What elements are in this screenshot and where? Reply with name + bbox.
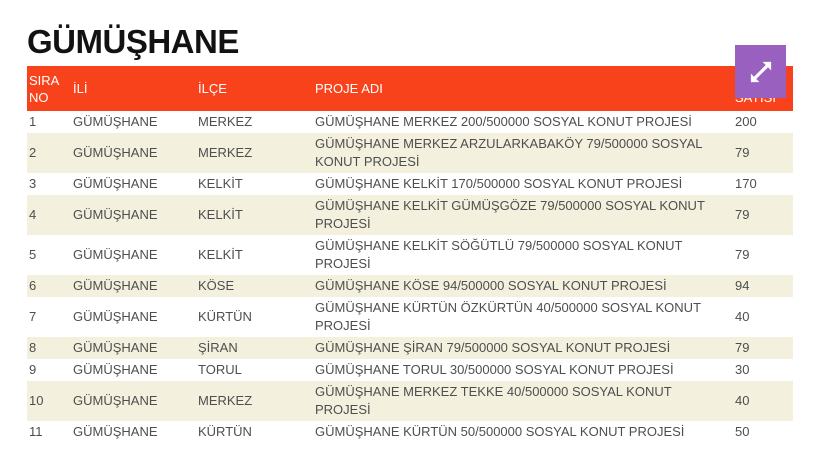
column-header-ili[interactable]: İLİ — [71, 66, 196, 111]
cell-konut-sayisi: 170 — [735, 176, 757, 191]
cell-ili: GÜMÜŞHANE — [73, 114, 158, 129]
column-header-proje-adi[interactable]: PROJE ADI — [313, 66, 731, 111]
cell-sira-no: 8 — [29, 340, 37, 355]
cell-proje-adi: GÜMÜŞHANE KÜRTÜN ÖZKÜRTÜN 40/500000 SOSY… — [315, 300, 701, 333]
cell-ili: GÜMÜŞHANE — [73, 424, 158, 439]
cell-proje-adi: GÜMÜŞHANE MERKEZ ARZULARKABAKÖY 79/50000… — [315, 136, 703, 169]
table-row[interactable]: 7 GÜMÜŞHANE KÜRTÜN GÜMÜŞHANE KÜRTÜN ÖZKÜ… — [27, 297, 793, 337]
cell-sira-no: 1 — [29, 114, 37, 129]
cell-proje-adi: GÜMÜŞHANE MERKEZ TEKKE 40/500000 SOSYAL … — [315, 384, 672, 417]
cell-sira-no: 4 — [29, 207, 37, 222]
cell-proje-adi: GÜMÜŞHANE KELKİT SÖĞÜTLÜ 79/500000 SOSYA… — [315, 238, 683, 271]
projects-table: SIRA NO İLİ İLÇE PROJE ADI KONUT SAYISI … — [27, 66, 793, 443]
cell-ilce: MERKEZ — [198, 114, 253, 129]
cell-ili: GÜMÜŞHANE — [73, 176, 158, 191]
table-row[interactable]: 6 GÜMÜŞHANE KÖSE GÜMÜŞHANE KÖSE 94/50000… — [27, 275, 793, 297]
cell-ilce: MERKEZ — [198, 145, 253, 160]
table-body: 1 GÜMÜŞHANE MERKEZ GÜMÜŞHANE MERKEZ 200/… — [27, 111, 793, 443]
table-row[interactable]: 8 GÜMÜŞHANE ŞİRAN GÜMÜŞHANE ŞİRAN 79/500… — [27, 337, 793, 359]
cell-konut-sayisi: 200 — [735, 114, 757, 129]
table-row[interactable]: 2 GÜMÜŞHANE MERKEZ GÜMÜŞHANE MERKEZ ARZU… — [27, 133, 793, 173]
cell-proje-adi: GÜMÜŞHANE KÜRTÜN 50/500000 SOSYAL KONUT … — [315, 424, 685, 439]
cell-konut-sayisi: 79 — [735, 207, 750, 222]
cell-proje-adi: GÜMÜŞHANE ŞİRAN 79/500000 SOSYAL KONUT P… — [315, 340, 671, 355]
cell-sira-no: 3 — [29, 176, 37, 191]
cell-konut-sayisi: 94 — [735, 278, 750, 293]
cell-ili: GÜMÜŞHANE — [73, 207, 158, 222]
column-header-sira-no[interactable]: SIRA NO — [27, 66, 71, 111]
cell-sira-no: 11 — [29, 424, 43, 439]
cell-proje-adi: GÜMÜŞHANE KELKİT 170/500000 SOSYAL KONUT… — [315, 176, 683, 191]
table-header-row: SIRA NO İLİ İLÇE PROJE ADI KONUT SAYISI — [27, 66, 793, 111]
cell-proje-adi: GÜMÜŞHANE MERKEZ 200/500000 SOSYAL KONUT… — [315, 114, 692, 129]
cell-ili: GÜMÜŞHANE — [73, 278, 158, 293]
cell-sira-no: 6 — [29, 278, 37, 293]
cell-sira-no: 9 — [29, 362, 37, 377]
table-header: SIRA NO İLİ İLÇE PROJE ADI KONUT SAYISI — [27, 66, 793, 111]
table-row[interactable]: 1 GÜMÜŞHANE MERKEZ GÜMÜŞHANE MERKEZ 200/… — [27, 111, 793, 133]
cell-ilce: KÜRTÜN — [198, 424, 252, 439]
cell-ilce: KELKİT — [198, 176, 243, 191]
cell-konut-sayisi: 79 — [735, 247, 750, 262]
cell-proje-adi: GÜMÜŞHANE KÖSE 94/500000 SOSYAL KONUT PR… — [315, 278, 667, 293]
expand-button[interactable] — [735, 45, 786, 98]
cell-ili: GÜMÜŞHANE — [73, 309, 158, 324]
cell-ilce: MERKEZ — [198, 393, 253, 408]
table-row[interactable]: 10 GÜMÜŞHANE MERKEZ GÜMÜŞHANE MERKEZ TEK… — [27, 381, 793, 421]
page-title: GÜMÜŞHANE — [27, 23, 239, 60]
cell-ili: GÜMÜŞHANE — [73, 145, 158, 160]
cell-ilce: KELKİT — [198, 247, 243, 262]
cell-ilce: KÜRTÜN — [198, 309, 252, 324]
table-row[interactable]: 4 GÜMÜŞHANE KELKİT GÜMÜŞHANE KELKİT GÜMÜ… — [27, 195, 793, 235]
column-header-ilce[interactable]: İLÇE — [196, 66, 313, 111]
cell-ilce: KELKİT — [198, 207, 243, 222]
cell-sira-no: 10 — [29, 393, 44, 408]
table-row[interactable]: 11 GÜMÜŞHANE KÜRTÜN GÜMÜŞHANE KÜRTÜN 50/… — [27, 421, 793, 443]
cell-konut-sayisi: 40 — [735, 309, 750, 324]
cell-ilce: TORUL — [198, 362, 242, 377]
cell-konut-sayisi: 40 — [735, 393, 750, 408]
cell-ili: GÜMÜŞHANE — [73, 247, 158, 262]
table-row[interactable]: 3 GÜMÜŞHANE KELKİT GÜMÜŞHANE KELKİT 170/… — [27, 173, 793, 195]
expand-arrows-icon — [745, 56, 777, 88]
cell-ili: GÜMÜŞHANE — [73, 362, 158, 377]
cell-konut-sayisi: 50 — [735, 424, 750, 439]
table-row[interactable]: 9 GÜMÜŞHANE TORUL GÜMÜŞHANE TORUL 30/500… — [27, 359, 793, 381]
cell-sira-no: 5 — [29, 247, 37, 262]
cell-sira-no: 2 — [29, 145, 37, 160]
cell-proje-adi: GÜMÜŞHANE KELKİT GÜMÜŞGÖZE 79/500000 SOS… — [315, 198, 705, 231]
cell-sira-no: 7 — [29, 309, 37, 324]
cell-ili: GÜMÜŞHANE — [73, 340, 158, 355]
cell-konut-sayisi: 79 — [735, 145, 750, 160]
table-row[interactable]: 5 GÜMÜŞHANE KELKİT GÜMÜŞHANE KELKİT SÖĞÜ… — [27, 235, 793, 275]
cell-ilce: KÖSE — [198, 278, 235, 293]
cell-konut-sayisi: 79 — [735, 340, 750, 355]
cell-ilce: ŞİRAN — [198, 340, 238, 355]
cell-proje-adi: GÜMÜŞHANE TORUL 30/500000 SOSYAL KONUT P… — [315, 362, 674, 377]
cell-konut-sayisi: 30 — [735, 362, 750, 377]
cell-ili: GÜMÜŞHANE — [73, 393, 158, 408]
